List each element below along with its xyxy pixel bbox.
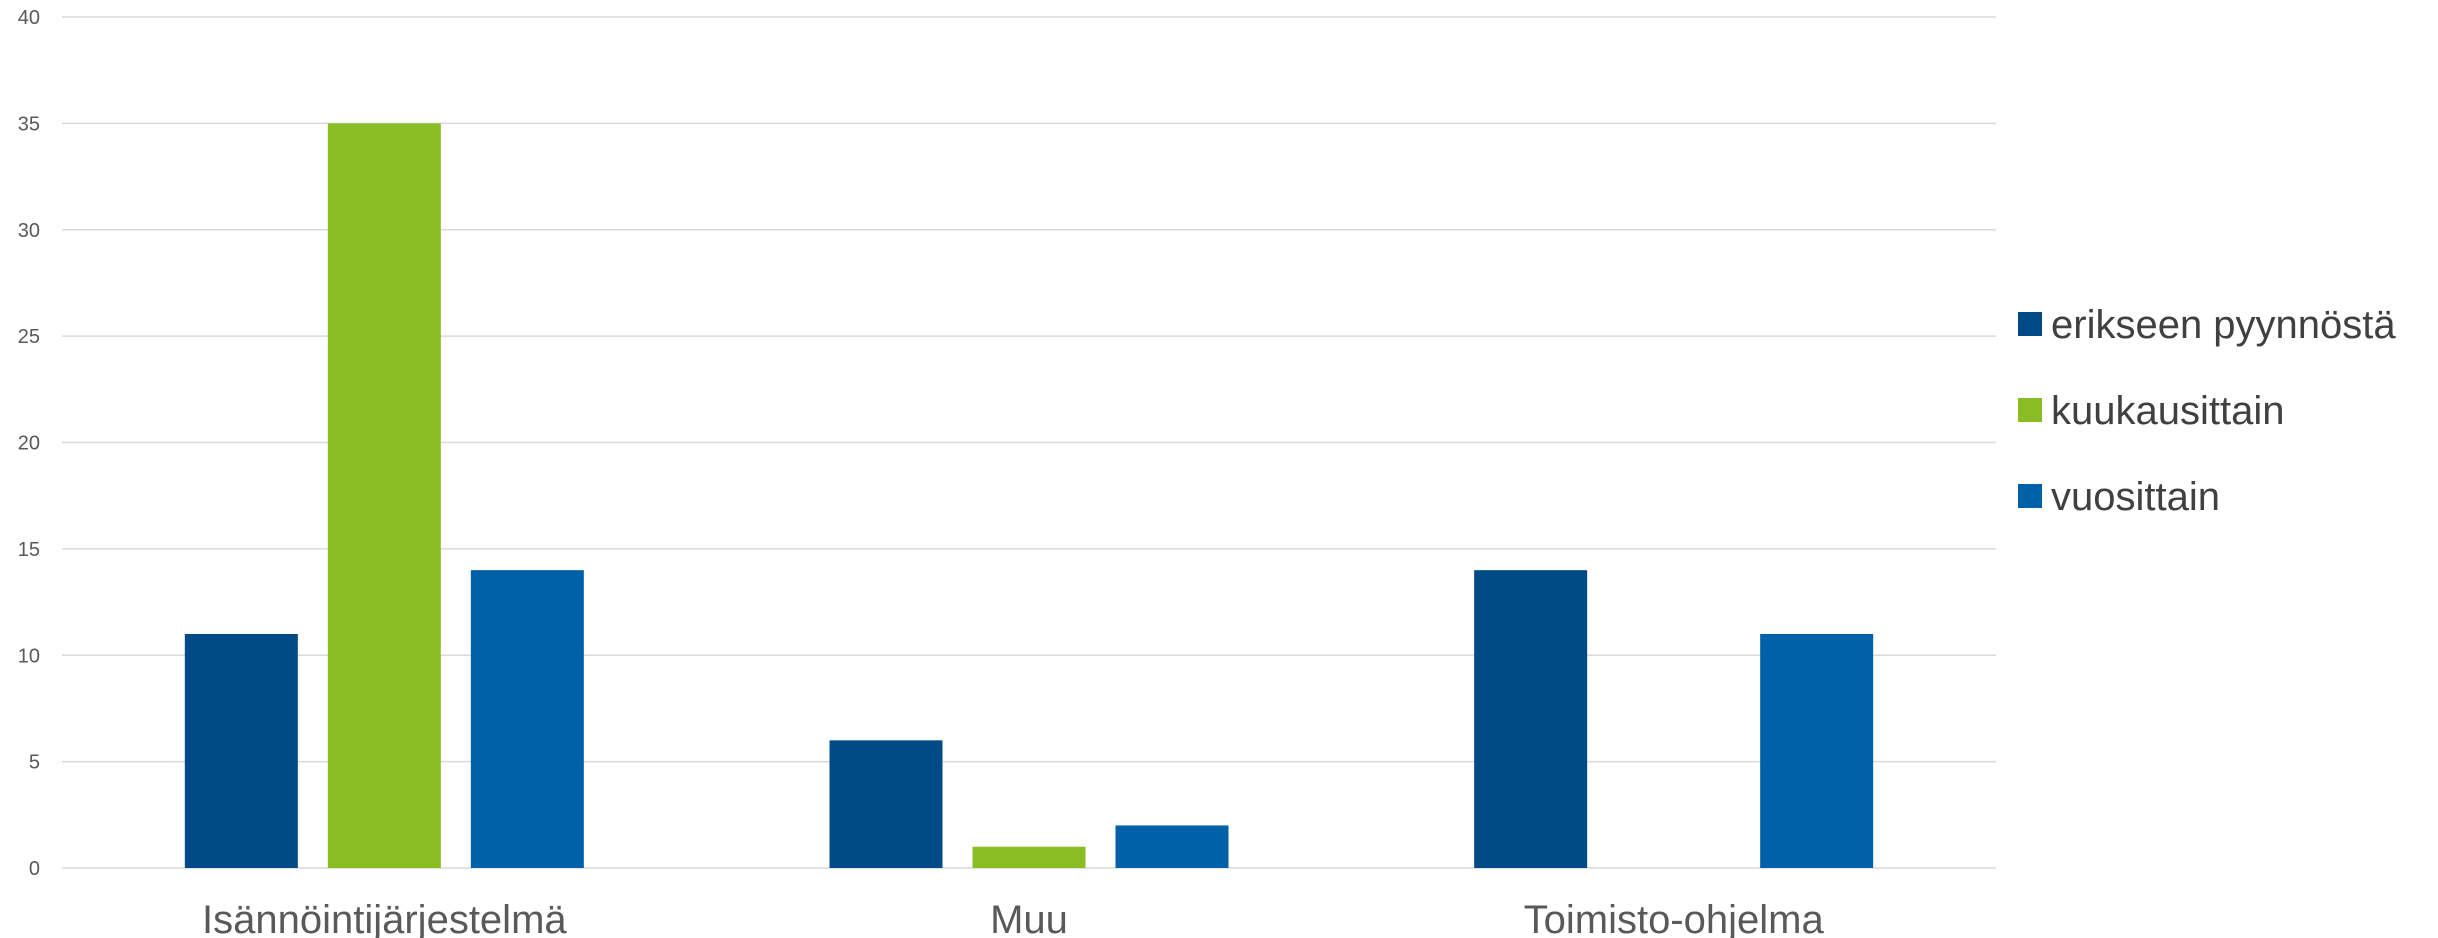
bar (1115, 825, 1229, 868)
legend-swatch (2018, 398, 2042, 422)
legend-label: vuosittain (2051, 475, 2220, 519)
legend: erikseen pyynnöstä kuukausittain vuosittai… (2018, 303, 2396, 519)
bar (184, 633, 298, 868)
y-tick-label: 25 (18, 326, 40, 348)
y-tick-label: 20 (18, 433, 40, 455)
bar (829, 740, 943, 868)
bars (184, 123, 1874, 868)
y-tick-label: 15 (18, 539, 40, 561)
x-category-label: Muu (990, 898, 1068, 938)
legend-label: kuukausittain (2051, 389, 2284, 433)
y-tick-label: 35 (18, 113, 40, 135)
x-axis-category-labels: Isännöintijärjestelmä Muu Toimisto-ohjelma (202, 898, 1824, 938)
bar (327, 123, 441, 868)
y-tick-label: 0 (29, 858, 40, 880)
bar (1474, 570, 1588, 868)
x-category-label: Toimisto-ohjelma (1524, 898, 1825, 938)
y-tick-label: 40 (18, 7, 40, 29)
legend-swatch (2018, 484, 2042, 508)
y-axis-tick-labels: 0 5 10 15 20 25 30 35 40 (18, 7, 40, 880)
y-tick-label: 30 (18, 220, 40, 242)
bar (972, 846, 1086, 868)
x-category-label: Isännöintijärjestelmä (202, 898, 567, 938)
y-tick-label: 10 (18, 645, 40, 667)
legend-label: erikseen pyynnöstä (2051, 303, 2396, 347)
legend-swatch (2018, 312, 2042, 336)
bar (1760, 633, 1874, 868)
y-tick-label: 5 (29, 752, 40, 774)
bar (470, 570, 584, 868)
